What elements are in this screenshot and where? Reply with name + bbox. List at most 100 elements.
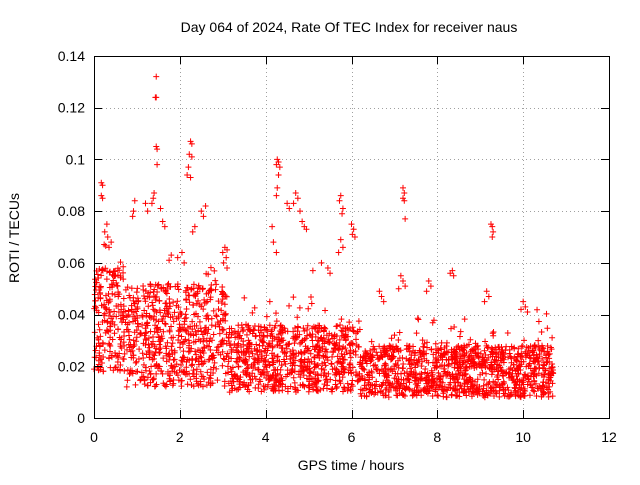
data-point-cloud — [390, 383, 397, 390]
data-point-cloud — [354, 378, 361, 385]
data-point-cloud — [106, 269, 113, 276]
data-point-cloud — [518, 358, 525, 365]
data-point-cloud — [429, 319, 436, 326]
data-point-cloud — [436, 375, 443, 382]
data-point-cloud — [117, 259, 124, 266]
data-point-cloud — [505, 371, 512, 378]
y-tick-label: 0.02 — [58, 358, 85, 374]
data-point-cloud — [197, 349, 204, 356]
data-point-cloud — [207, 335, 214, 342]
data-point-cloud — [146, 344, 153, 351]
data-point-cloud — [151, 313, 158, 320]
data-point-cloud — [251, 304, 258, 311]
data-point-cloud — [207, 382, 214, 389]
data-point-cloud — [461, 357, 468, 364]
data-point-cloud — [494, 374, 501, 381]
data-point-cloud — [428, 346, 435, 353]
data-point-cloud — [337, 322, 344, 329]
data-point-cloud — [421, 340, 428, 347]
data-point-cloud — [488, 371, 495, 378]
data-point-cloud — [237, 374, 244, 381]
data-point-cloud — [183, 314, 190, 321]
data-point — [153, 143, 160, 150]
data-point-cloud — [422, 366, 429, 373]
data-point-cloud — [117, 336, 124, 343]
data-point — [151, 190, 158, 197]
data-point-cloud — [198, 361, 205, 368]
data-point-cloud — [433, 356, 440, 363]
data-point-cloud — [193, 331, 200, 338]
data-point — [400, 195, 406, 202]
data-point — [450, 272, 457, 279]
data-point-cloud — [483, 381, 490, 388]
data-point — [336, 197, 343, 204]
data-point-cloud — [170, 318, 177, 325]
data-point-cloud — [200, 338, 207, 345]
data-point-cloud — [155, 281, 162, 288]
data-point-cloud — [479, 388, 486, 395]
data-point-cloud — [326, 330, 333, 337]
data-point-cloud — [147, 281, 154, 288]
data-point-cloud — [423, 357, 430, 364]
data-point-cloud — [140, 340, 147, 347]
data-point — [351, 234, 358, 240]
data-point-cloud — [299, 364, 306, 371]
data-point-cloud — [321, 366, 328, 373]
data-point-cloud — [305, 365, 312, 372]
data-point-cloud — [339, 374, 346, 381]
data-point-cloud — [246, 341, 253, 348]
data-point-cloud — [341, 384, 348, 391]
data-point-cloud — [263, 313, 270, 320]
data-point-cloud — [244, 369, 251, 376]
data-point-cloud — [489, 330, 496, 337]
data-point-cloud — [158, 333, 165, 340]
data-point-cloud — [423, 339, 430, 346]
data-point-cloud — [503, 343, 510, 350]
data-point-cloud — [106, 309, 113, 316]
data-point-cloud — [174, 298, 181, 305]
data-point-cloud — [103, 276, 110, 283]
data-point-cloud — [235, 322, 242, 329]
data-point-cloud — [437, 378, 444, 385]
data-point-cloud — [186, 299, 193, 306]
data-point-cloud — [329, 388, 336, 395]
data-point-cloud — [304, 347, 311, 354]
data-point-cloud — [146, 313, 153, 320]
data-point-cloud — [156, 298, 163, 305]
data-point — [290, 200, 297, 207]
data-point-cloud — [111, 273, 118, 280]
data-point-cloud — [529, 349, 536, 356]
data-point-cloud — [475, 349, 482, 356]
data-point-cloud — [322, 362, 329, 369]
data-point-cloud — [318, 325, 325, 332]
data-point-cloud — [496, 362, 503, 369]
data-point — [187, 174, 194, 181]
data-point-cloud — [408, 361, 415, 368]
data-point-cloud — [149, 299, 156, 306]
data-point-cloud — [288, 352, 295, 359]
data-point-cloud — [251, 345, 258, 352]
data-point-cloud — [461, 316, 468, 323]
data-point — [224, 246, 231, 253]
data-point-cloud — [530, 387, 537, 394]
data-point-cloud — [221, 293, 228, 300]
data-point-cloud — [142, 325, 149, 332]
data-point-cloud — [106, 296, 113, 303]
data-point-cloud — [165, 370, 172, 377]
data-point-cloud — [308, 334, 315, 341]
data-point-cloud — [370, 343, 377, 350]
data-point-cloud — [180, 354, 187, 361]
data-point-cloud — [178, 362, 185, 369]
data-point-cloud — [150, 306, 157, 313]
data-point-cloud — [146, 368, 153, 375]
data-point — [349, 231, 356, 238]
data-point-cloud — [134, 314, 141, 321]
data-point-cloud — [228, 371, 235, 378]
data-point-cloud — [302, 335, 309, 342]
data-point-cloud — [134, 320, 141, 327]
data-point-cloud — [511, 345, 518, 352]
data-point-cloud — [463, 364, 470, 371]
data-point-cloud — [543, 310, 550, 317]
data-point-cloud — [488, 362, 495, 369]
